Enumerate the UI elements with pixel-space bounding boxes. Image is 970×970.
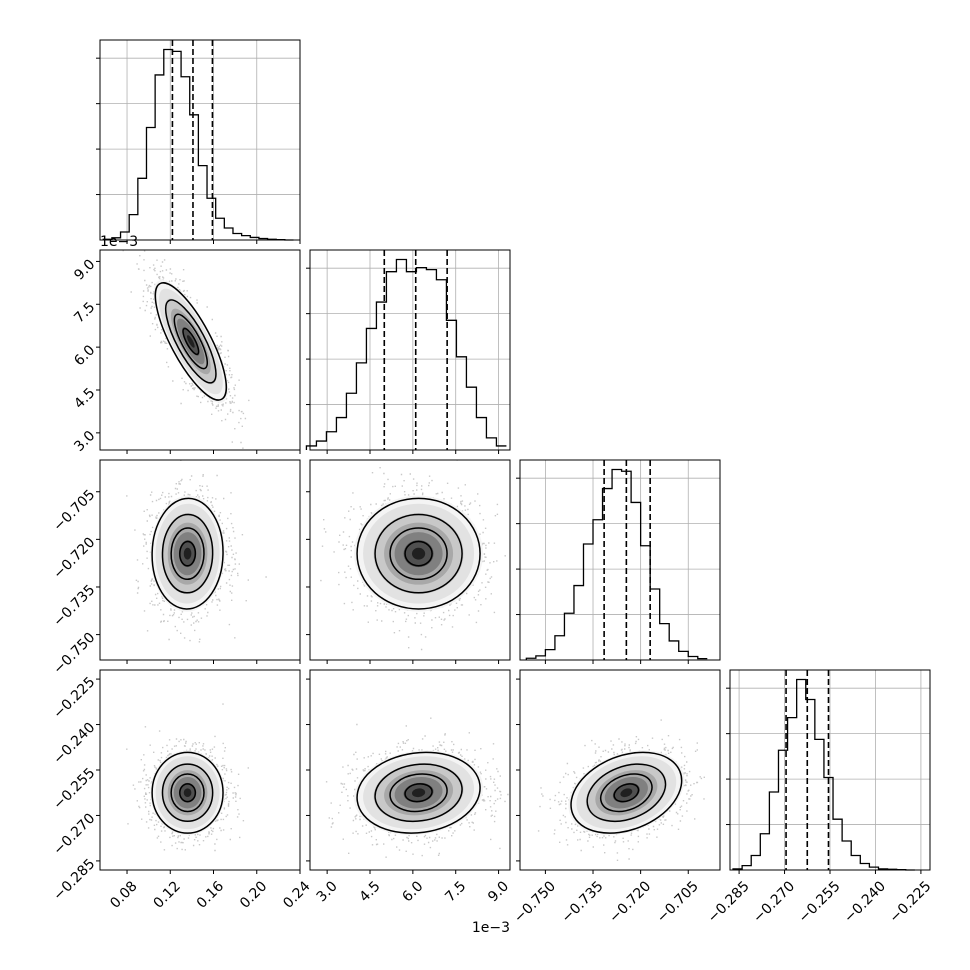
- axes-frame: [99, 249, 301, 451]
- histogram-step-3: [732, 678, 915, 871]
- y-tick-label: −0.705: [50, 487, 98, 535]
- axes-frame: [519, 459, 721, 661]
- histogram-step-2: [525, 468, 708, 660]
- x-tick-label: −0.735: [559, 878, 607, 926]
- x-tick-label: −0.270: [750, 878, 798, 926]
- contour-line-1: [586, 763, 667, 823]
- panel-content: [126, 460, 267, 643]
- contour-line-1: [374, 513, 463, 594]
- density-fill: [620, 788, 633, 798]
- histogram-step-0: [102, 48, 294, 241]
- density-fill: [411, 547, 426, 560]
- x-tick-label: −0.285: [705, 878, 753, 926]
- x-tick-label: −0.255: [796, 878, 844, 926]
- contour-line-3: [613, 783, 640, 803]
- axes-frame: [309, 459, 511, 661]
- x-tick-label: −0.705: [654, 878, 702, 926]
- x-tick-label: −0.750: [511, 878, 559, 926]
- scatter-panel-3-1: [306, 669, 511, 874]
- panel-content: [126, 703, 249, 852]
- y-tick-label: −0.750: [50, 630, 98, 678]
- x-tick-label: −0.240: [841, 878, 889, 926]
- y-tick-label: −0.735: [50, 582, 98, 630]
- panel-content: [325, 717, 509, 858]
- scatter-panel-3-0: [96, 669, 301, 874]
- scatter-panel-3-2: [516, 669, 721, 874]
- contour-line-1: [161, 513, 214, 594]
- axes-frame: [99, 459, 301, 661]
- y-tick-label: 7.5: [71, 299, 98, 326]
- contour-line-0: [356, 751, 481, 834]
- density-fill: [411, 788, 426, 798]
- contour-line-2: [389, 527, 448, 581]
- x-tick-label: 4.5: [357, 878, 384, 905]
- y-tick-label: 9.0: [71, 256, 98, 283]
- histogram-panel-3: [726, 669, 931, 874]
- histogram-panel-1: [305, 249, 511, 454]
- x-tick-label: −0.225: [887, 878, 935, 926]
- x-tick-label: 3.0: [314, 878, 341, 905]
- contour-line-2: [170, 773, 205, 813]
- contour-line-2: [173, 313, 208, 370]
- y-tick-label: −0.720: [50, 534, 98, 582]
- x-tick-label: 0.20: [237, 878, 270, 911]
- contour-line-3: [404, 783, 433, 803]
- x-tick-label: 0.08: [107, 878, 140, 911]
- axes-frame: [309, 249, 511, 451]
- contour-line-0: [151, 751, 224, 834]
- scatter-panel-2-1: [306, 459, 511, 664]
- panel-content: [537, 719, 720, 861]
- panel-content: [320, 460, 506, 651]
- contour-line-0: [356, 497, 481, 610]
- y-tick-label: −0.240: [50, 720, 98, 768]
- contour-line-0: [151, 497, 224, 610]
- x-tick-label: 0.16: [194, 878, 227, 911]
- y-tick-label: −0.270: [50, 811, 98, 859]
- contour-line-2: [389, 773, 448, 813]
- contour-line-1: [374, 763, 463, 823]
- y-tick-label: −0.285: [50, 856, 98, 904]
- y-tick-label: 3.0: [71, 428, 98, 455]
- contour-line-3: [404, 540, 433, 567]
- y-tick-label: −0.255: [50, 765, 98, 813]
- x-tick-label: 0.24: [280, 878, 313, 911]
- contour-line-2: [599, 773, 653, 813]
- density-fill: [187, 335, 195, 348]
- scatter-panel-2-0: [96, 459, 301, 664]
- x-tick-label: 9.0: [485, 878, 512, 905]
- x-tick-label: 0.12: [151, 878, 184, 911]
- contour-line-0: [570, 751, 683, 834]
- density-fill: [183, 788, 192, 798]
- histogram-step-1: [305, 258, 507, 450]
- x-tick-label: −0.720: [606, 878, 654, 926]
- scatter-panel-1-0: [96, 249, 301, 454]
- contour-line-0: [154, 282, 228, 401]
- y-tick-label: −0.225: [50, 674, 98, 722]
- contour-line-1: [161, 763, 214, 823]
- contour-line-3: [182, 327, 200, 356]
- contour-line-2: [170, 527, 205, 581]
- x-tick-label: 6.0: [399, 878, 426, 905]
- axes-frame: [99, 39, 301, 241]
- x-tick-label: 7.5: [442, 878, 469, 905]
- contour-line-1: [164, 299, 217, 384]
- y-tick-label: 6.0: [71, 342, 98, 369]
- x-offset-label: 1e−3: [472, 920, 510, 936]
- histogram-panel-0: [96, 39, 301, 244]
- histogram-panel-2: [516, 459, 721, 664]
- y-offset-label: 1e−3: [100, 234, 138, 250]
- density-fill: [183, 547, 192, 560]
- contour-line-3: [179, 540, 197, 567]
- contour-line-3: [179, 783, 197, 803]
- panel-content: [122, 250, 250, 449]
- y-tick-label: 4.5: [71, 385, 98, 412]
